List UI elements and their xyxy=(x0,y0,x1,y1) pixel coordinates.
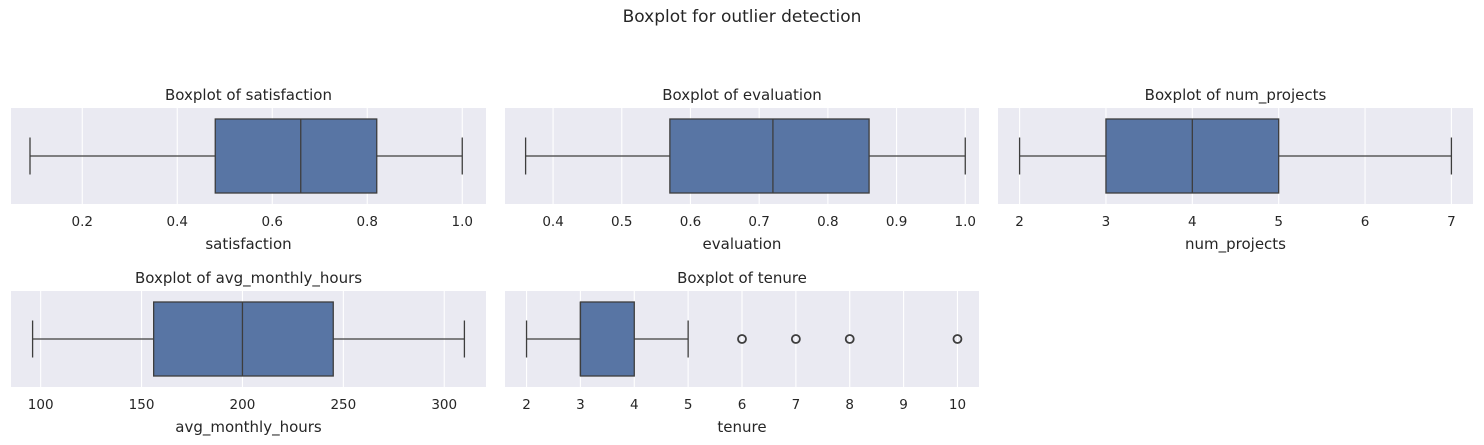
x-axis-label: evaluation xyxy=(703,235,782,253)
tick-label: 3 xyxy=(1102,214,1111,230)
subplot-title: Boxplot of tenure xyxy=(677,269,807,287)
tick-label: 5 xyxy=(1274,214,1283,230)
tick-label: 4 xyxy=(1188,214,1197,230)
subplot-title: Boxplot of num_projects xyxy=(1145,86,1327,105)
tick-label: 1.0 xyxy=(955,214,976,230)
outlier-point xyxy=(844,334,855,344)
subplot-evaluation: 0.4 0.5 0.6 0.7 0.8 0.9 1.0 Boxplot of evaluati… xyxy=(505,86,979,253)
tick-label: 200 xyxy=(230,397,256,413)
tick-label: 300 xyxy=(431,397,457,413)
tick-label: 8 xyxy=(845,397,854,413)
tick-label: 0.4 xyxy=(542,214,563,230)
subplot-num_projects: 2 3 4 5 6 7 Boxplot of num_projects num_project… xyxy=(998,86,1473,254)
tick-label: 0.2 xyxy=(72,214,93,230)
x-axis-label: satisfaction xyxy=(205,235,291,253)
tick-label: 0.7 xyxy=(748,214,769,230)
tick-label: 2 xyxy=(522,397,531,413)
tick-label: 0.5 xyxy=(611,214,632,230)
subplot-avg_monthly_hours: 100 150 200 250 300 Boxplot of avg_monthly_ho… xyxy=(11,269,486,437)
tick-label: 0.6 xyxy=(680,214,701,230)
iqr-box xyxy=(669,118,870,194)
tick-label: 6 xyxy=(1361,214,1370,230)
subplot-tenure: 2 3 4 5 6 7 8 9 10 Boxplot of tenure tenure xyxy=(505,269,979,436)
iqr-box xyxy=(579,301,635,377)
tick-label: 2 xyxy=(1015,214,1024,230)
tick-label: 0.4 xyxy=(167,214,188,230)
x-axis-label: num_projects xyxy=(1185,235,1286,254)
tick-label: 250 xyxy=(330,397,356,413)
tick-label: 0.9 xyxy=(886,214,907,230)
tick-label: 4 xyxy=(630,397,639,413)
tick-label: 100 xyxy=(28,397,54,413)
iqr-box xyxy=(214,118,378,194)
tick-label: 5 xyxy=(684,397,693,413)
x-axis-label: avg_monthly_hours xyxy=(175,418,322,437)
tick-label: 7 xyxy=(1447,214,1456,230)
subplot-title: Boxplot of evaluation xyxy=(662,86,822,104)
figure-title: Boxplot for outlier detection xyxy=(622,7,862,27)
tick-label: 6 xyxy=(738,397,747,413)
iqr-box xyxy=(153,301,334,377)
x-axis-label: tenure xyxy=(717,418,766,436)
tick-label: 10 xyxy=(949,397,966,413)
subplot-satisfaction: 0.2 0.4 0.6 0.8 1.0 Boxplot of satisfaction sa… xyxy=(11,86,486,253)
subplot-title: Boxplot of avg_monthly_hours xyxy=(135,269,362,288)
outlier-point xyxy=(737,334,747,344)
tick-label: 0.6 xyxy=(262,214,283,230)
tick-label: 7 xyxy=(792,397,801,413)
tick-label: 0.8 xyxy=(357,214,378,230)
tick-label: 150 xyxy=(129,397,155,413)
outlier-point xyxy=(790,334,801,344)
tick-label: 1.0 xyxy=(452,214,473,230)
outlier-point xyxy=(952,334,963,344)
tick-label: 0.8 xyxy=(817,214,838,230)
subplot-title: Boxplot of satisfaction xyxy=(165,86,332,104)
tick-label: 9 xyxy=(899,397,908,413)
tick-label: 3 xyxy=(576,397,585,413)
